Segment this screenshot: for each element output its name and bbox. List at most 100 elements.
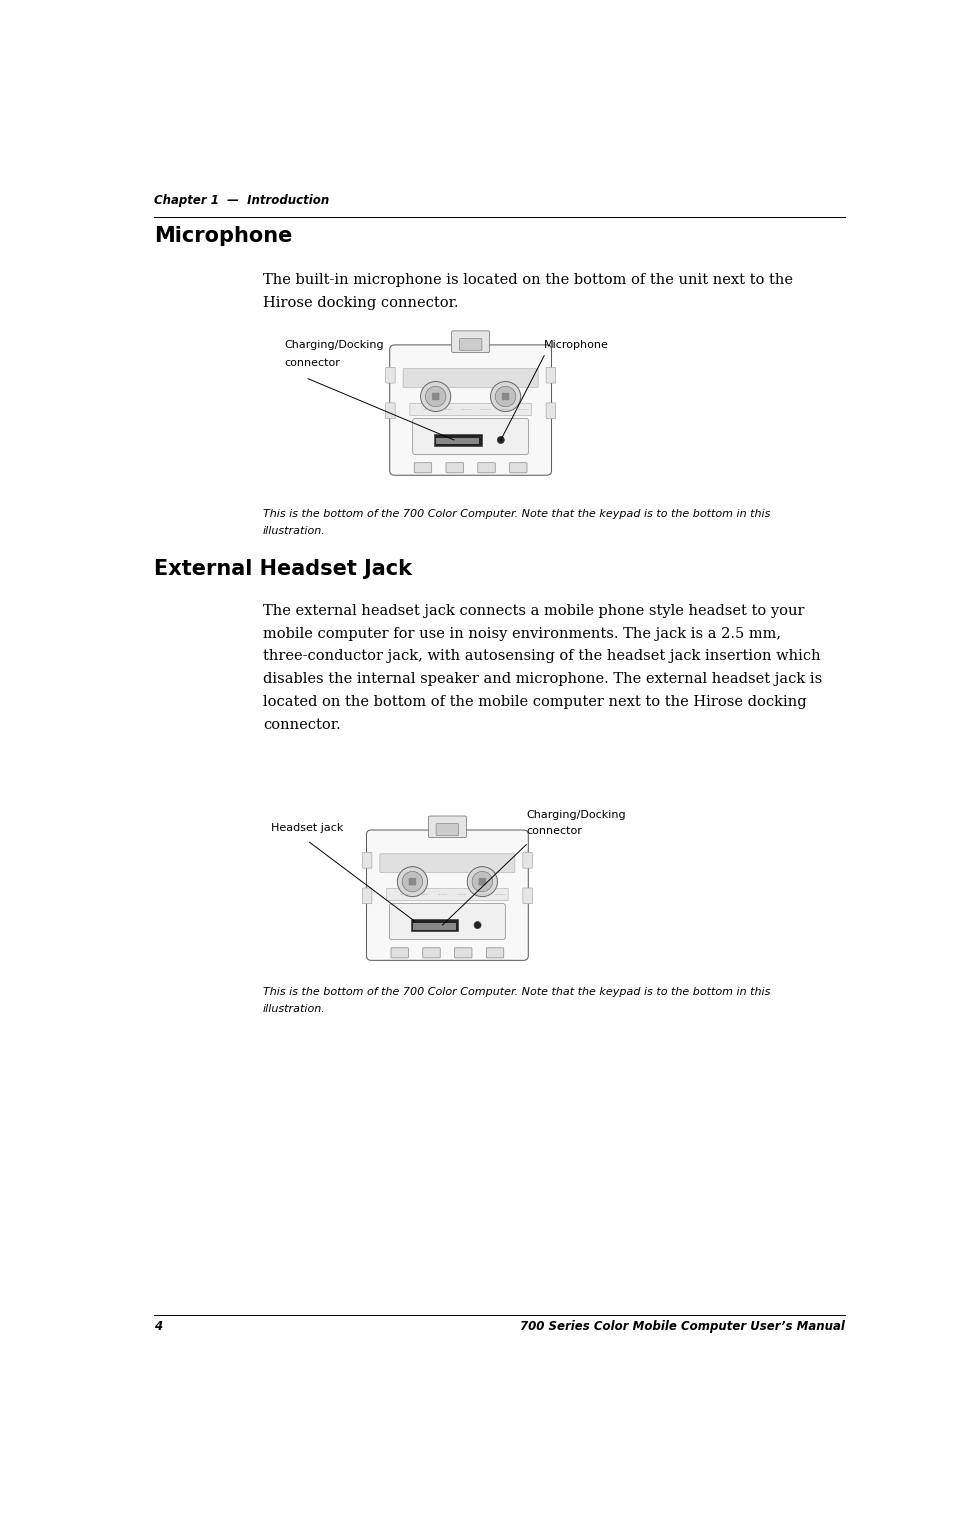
Circle shape [425,386,446,407]
Circle shape [437,395,439,398]
Bar [413,924,456,930]
Text: The built-in microphone is located on the bottom of the unit next to the: The built-in microphone is located on th… [263,273,793,287]
Circle shape [495,386,516,407]
Text: connector: connector [526,826,582,837]
Circle shape [490,381,521,412]
FancyBboxPatch shape [410,403,531,415]
Circle shape [413,881,415,883]
FancyBboxPatch shape [459,339,482,351]
Circle shape [479,881,481,883]
Circle shape [433,395,434,398]
Circle shape [410,881,411,883]
Text: Charging/Docking: Charging/Docking [526,810,626,820]
FancyBboxPatch shape [523,889,532,904]
Circle shape [482,883,484,884]
FancyBboxPatch shape [423,948,440,958]
Circle shape [507,393,509,395]
Circle shape [413,883,415,884]
Circle shape [411,883,413,884]
Text: Headset jack: Headset jack [271,823,343,832]
FancyBboxPatch shape [451,331,489,352]
Text: This is the bottom of the 700 Color Computer. Note that the keypad is to the bot: This is the bottom of the 700 Color Comp… [263,987,770,996]
Circle shape [505,395,506,398]
Text: connector: connector [285,357,340,368]
FancyBboxPatch shape [446,463,463,472]
Bar [437,437,480,445]
Circle shape [502,395,504,398]
Circle shape [507,398,509,399]
FancyBboxPatch shape [390,345,552,475]
Text: three-conductor jack, with autosensing of the headset jack insertion which: three-conductor jack, with autosensing o… [263,650,821,664]
Circle shape [435,395,437,398]
Text: connector.: connector. [263,717,340,732]
Circle shape [413,878,415,881]
Circle shape [507,395,509,398]
FancyBboxPatch shape [454,948,472,958]
Circle shape [502,398,504,399]
Text: 700 Series Color Mobile Computer User’s Manual: 700 Series Color Mobile Computer User’s … [520,1320,845,1334]
Text: mobile computer for use in noisy environments. The jack is a 2.5 mm,: mobile computer for use in noisy environ… [263,627,781,641]
FancyBboxPatch shape [380,854,515,872]
Text: Charging/Docking: Charging/Docking [285,340,384,349]
Circle shape [420,381,450,412]
FancyBboxPatch shape [412,418,528,454]
Text: illustration.: illustration. [263,1004,326,1013]
Circle shape [479,883,481,884]
FancyBboxPatch shape [367,829,528,960]
Circle shape [437,398,439,399]
Circle shape [433,398,434,399]
FancyBboxPatch shape [403,369,538,387]
Circle shape [410,883,411,884]
Circle shape [398,867,427,896]
Circle shape [437,393,439,395]
Bar [434,433,482,447]
Circle shape [411,878,413,881]
Circle shape [435,398,437,399]
FancyBboxPatch shape [523,852,532,869]
Text: 4: 4 [154,1320,163,1334]
Text: The external headset jack connects a mobile phone style headset to your: The external headset jack connects a mob… [263,605,804,618]
Circle shape [482,878,484,881]
Circle shape [472,872,492,892]
Circle shape [410,878,411,881]
Circle shape [484,878,486,881]
FancyBboxPatch shape [363,852,371,869]
Circle shape [484,883,486,884]
FancyBboxPatch shape [546,368,556,383]
Circle shape [502,393,504,395]
FancyBboxPatch shape [546,403,556,419]
FancyBboxPatch shape [478,463,495,472]
Circle shape [505,393,506,395]
Text: Microphone: Microphone [544,340,609,349]
FancyBboxPatch shape [386,368,395,383]
Circle shape [474,922,481,928]
FancyBboxPatch shape [389,904,505,939]
Text: located on the bottom of the mobile computer next to the Hirose docking: located on the bottom of the mobile comp… [263,694,806,709]
Circle shape [402,872,423,892]
FancyBboxPatch shape [391,948,409,958]
FancyBboxPatch shape [436,823,458,835]
Circle shape [435,393,437,395]
FancyBboxPatch shape [487,948,504,958]
Circle shape [411,881,413,883]
FancyBboxPatch shape [428,816,466,837]
Text: illustration.: illustration. [263,526,326,536]
Circle shape [433,393,434,395]
FancyBboxPatch shape [510,463,527,472]
FancyBboxPatch shape [363,889,371,904]
Text: External Headset Jack: External Headset Jack [154,559,412,579]
Circle shape [484,881,486,883]
Bar [410,919,458,931]
FancyBboxPatch shape [386,403,395,419]
Circle shape [497,436,504,444]
Text: This is the bottom of the 700 Color Computer. Note that the keypad is to the bot: This is the bottom of the 700 Color Comp… [263,509,770,519]
Circle shape [467,867,497,896]
Text: Chapter 1  —  Introduction: Chapter 1 — Introduction [154,194,330,207]
Circle shape [482,881,484,883]
FancyBboxPatch shape [387,889,508,901]
Text: disables the internal speaker and microphone. The external headset jack is: disables the internal speaker and microp… [263,673,822,687]
Text: Microphone: Microphone [154,226,292,246]
FancyBboxPatch shape [414,463,432,472]
Text: Hirose docking connector.: Hirose docking connector. [263,296,458,310]
Circle shape [505,398,506,399]
